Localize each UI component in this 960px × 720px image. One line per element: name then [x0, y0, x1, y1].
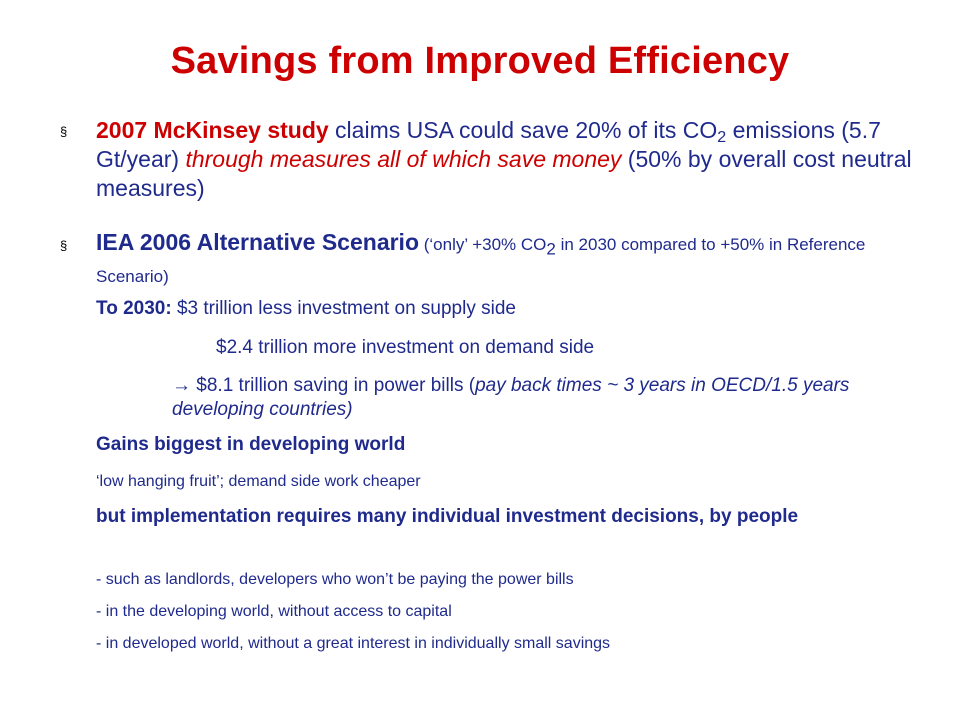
mckinsey-italic: through measures all of which save money — [185, 146, 622, 172]
mckinsey-text-c: (50% by overall cost neutral measures) — [96, 146, 912, 201]
demand-side-line: $2.4 trillion more investment on demand … — [216, 337, 595, 358]
fruit-line: ‘low hanging fruit’; demand side work ch… — [96, 473, 421, 490]
dash-line-developed: - in developed world, without a great in… — [96, 635, 611, 652]
implementation-line: but implementation requires many individ… — [96, 506, 799, 527]
slide-title: Savings from Improved Efficiency — [170, 40, 790, 82]
to-2030-line: To 2030: $3 trillion less investment on … — [96, 297, 516, 321]
gains-line: Gains biggest in developing world — [96, 434, 406, 455]
bullet-mckinsey: 2007 McKinsey study claims USA could sav… — [96, 116, 916, 203]
to-2030-text: $3 trillion less investment on supply si… — [171, 298, 516, 319]
bullet-marker: § — [60, 238, 68, 253]
dash-line-landlords: - such as landlords, developers who won’… — [96, 571, 574, 588]
bullet-marker: § — [60, 124, 68, 139]
co2-subscript: 2 — [546, 239, 556, 259]
saving-italic: pay back times ~ 3 years in OECD/1.5 yea… — [172, 375, 850, 420]
mckinsey-text-b: emissions (5.7 Gt/year) — [96, 117, 881, 172]
iea-lead: IEA 2006 Alternative Scenario — [96, 229, 419, 255]
mckinsey-text-a: claims USA could save 20% of its CO — [328, 117, 718, 143]
saving-text: → $8.1 trillion saving in power bills ( — [172, 375, 476, 396]
dash-line-developing: - in the developing world, without acces… — [96, 603, 452, 620]
iea-small-b: in 2030 compared to +50% in Reference Sc… — [96, 235, 866, 287]
iea-small-a: (‘only’ +30% CO — [419, 235, 547, 254]
co2-subscript: 2 — [717, 128, 727, 147]
bullet-iea: IEA 2006 Alternative Scenario (‘only’ +3… — [96, 228, 916, 288]
to-2030-label: To 2030: — [96, 298, 172, 319]
saving-line: → $8.1 trillion saving in power bills (p… — [172, 374, 912, 422]
mckinsey-lead: 2007 McKinsey study — [96, 117, 329, 143]
